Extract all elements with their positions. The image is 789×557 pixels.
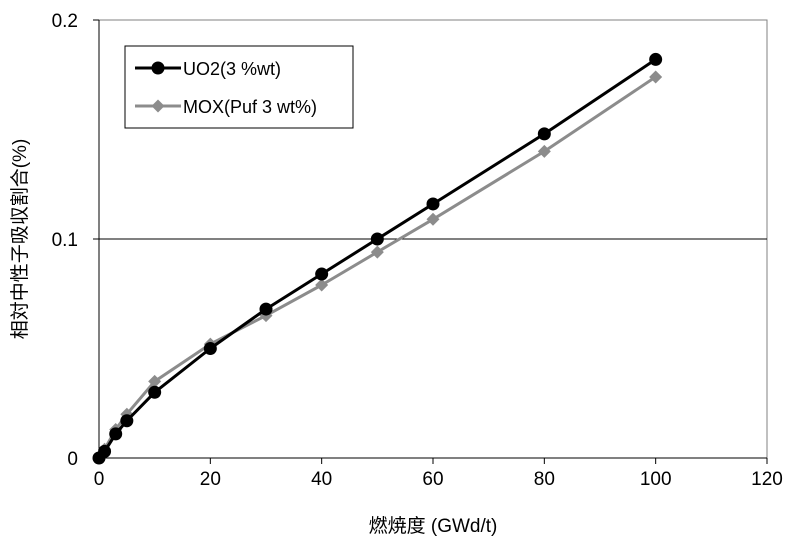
data-point xyxy=(109,427,123,441)
legend-entry: UO2(3 %wt) xyxy=(135,59,281,79)
data-point xyxy=(148,385,162,399)
data-point xyxy=(98,444,112,458)
data-point xyxy=(537,144,551,158)
legend: UO2(3 %wt) MOX(Puf 3 wt%) xyxy=(124,45,354,129)
x-tick-label: 80 xyxy=(534,469,555,490)
data-point xyxy=(649,70,663,84)
data-point xyxy=(259,302,273,316)
data-point xyxy=(426,212,440,226)
data-point xyxy=(537,127,551,141)
legend-marker xyxy=(151,99,165,113)
series-layer xyxy=(92,52,663,465)
series-uo2 xyxy=(92,52,663,465)
data-point xyxy=(120,414,134,428)
y-tick-label: 0.1 xyxy=(52,230,78,251)
legend-marker xyxy=(151,61,165,75)
data-point xyxy=(315,267,329,281)
data-point xyxy=(370,245,384,259)
x-tick-label: 60 xyxy=(422,469,443,490)
x-tick-label: 100 xyxy=(640,469,672,490)
x-tick-label: 40 xyxy=(311,469,332,490)
data-point xyxy=(370,232,384,246)
x-tick-label: 0 xyxy=(94,469,105,490)
y-tick-label: 0 xyxy=(67,449,78,470)
data-point xyxy=(649,52,663,66)
data-point xyxy=(315,278,329,292)
legend-box xyxy=(124,45,354,129)
y-axis-title: 相対中性子吸収割合(%) xyxy=(9,139,31,340)
x-tick-label: 120 xyxy=(751,469,783,490)
legend-label: MOX(Puf 3 wt%) xyxy=(183,97,317,117)
data-point xyxy=(426,197,440,211)
axes: 0 20 40 60 80 100 120 0 0.1 0.2 xyxy=(52,11,783,490)
y-tick-label: 0.2 xyxy=(52,11,78,32)
data-point xyxy=(203,342,217,355)
x-axis-title: 燃焼度 (GWd/t) xyxy=(369,515,498,537)
legend-entry: MOX(Puf 3 wt%) xyxy=(135,97,317,117)
legend-label: UO2(3 %wt) xyxy=(183,59,281,79)
data-point xyxy=(148,374,162,388)
x-tick-label: 20 xyxy=(200,469,221,490)
